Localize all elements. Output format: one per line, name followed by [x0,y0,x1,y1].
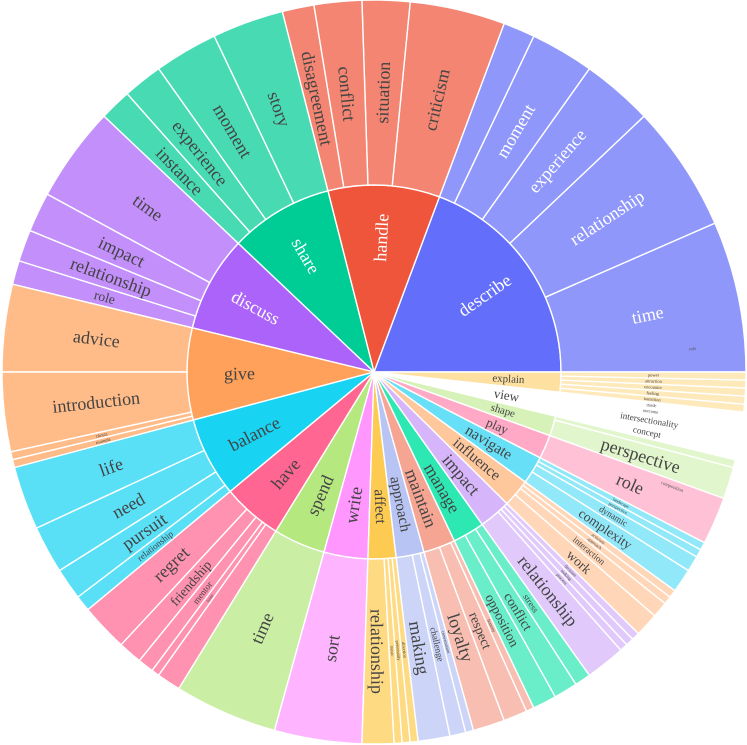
leaf-label-explain-transition: transition [643,396,661,403]
leaf-label-maintain-honesty: honesty [486,618,497,633]
leaf-label-explain-attraction: attraction [645,378,663,384]
inner-ring [186,184,562,560]
leaf-label-discuss-role: role [93,287,117,307]
leaf-label-write-sort: sort [320,633,344,663]
leaf-label-have-issue: issue [205,593,214,603]
verb-label-handle: handle [370,213,393,262]
leaf-label-view-outcome: outcome [643,408,659,415]
leaf-label-view-mode: mode [646,402,657,408]
leaf-label-give-choice: choice [95,431,108,439]
leaf-label-explain-power: power [648,372,660,377]
verb-label-give: give [224,363,255,383]
extra-label-role-1: role [689,347,697,353]
leaf-label-explain-encounter: encounter [644,384,662,390]
verb-label-explain: explain [492,372,525,386]
leaf-label-affect-personality: personality [395,640,402,661]
outer-segment-explain-power[interactable] [560,371,747,381]
leaf-label-handle-situation: situation [372,61,394,124]
leaf-label-explain-feeling: feeling [646,390,660,396]
leaf-label-affect-music: music [389,645,395,656]
leaf-label-give-example: example [95,437,111,446]
verb-label-affect: affect [371,489,390,525]
leaf-label-affect-direction: direction [401,642,408,659]
leaf-label-affect-relationship: relationship [367,609,388,694]
verb-label-view: view [493,386,521,405]
leaf-label-approach-conversation: conversation [441,630,452,654]
